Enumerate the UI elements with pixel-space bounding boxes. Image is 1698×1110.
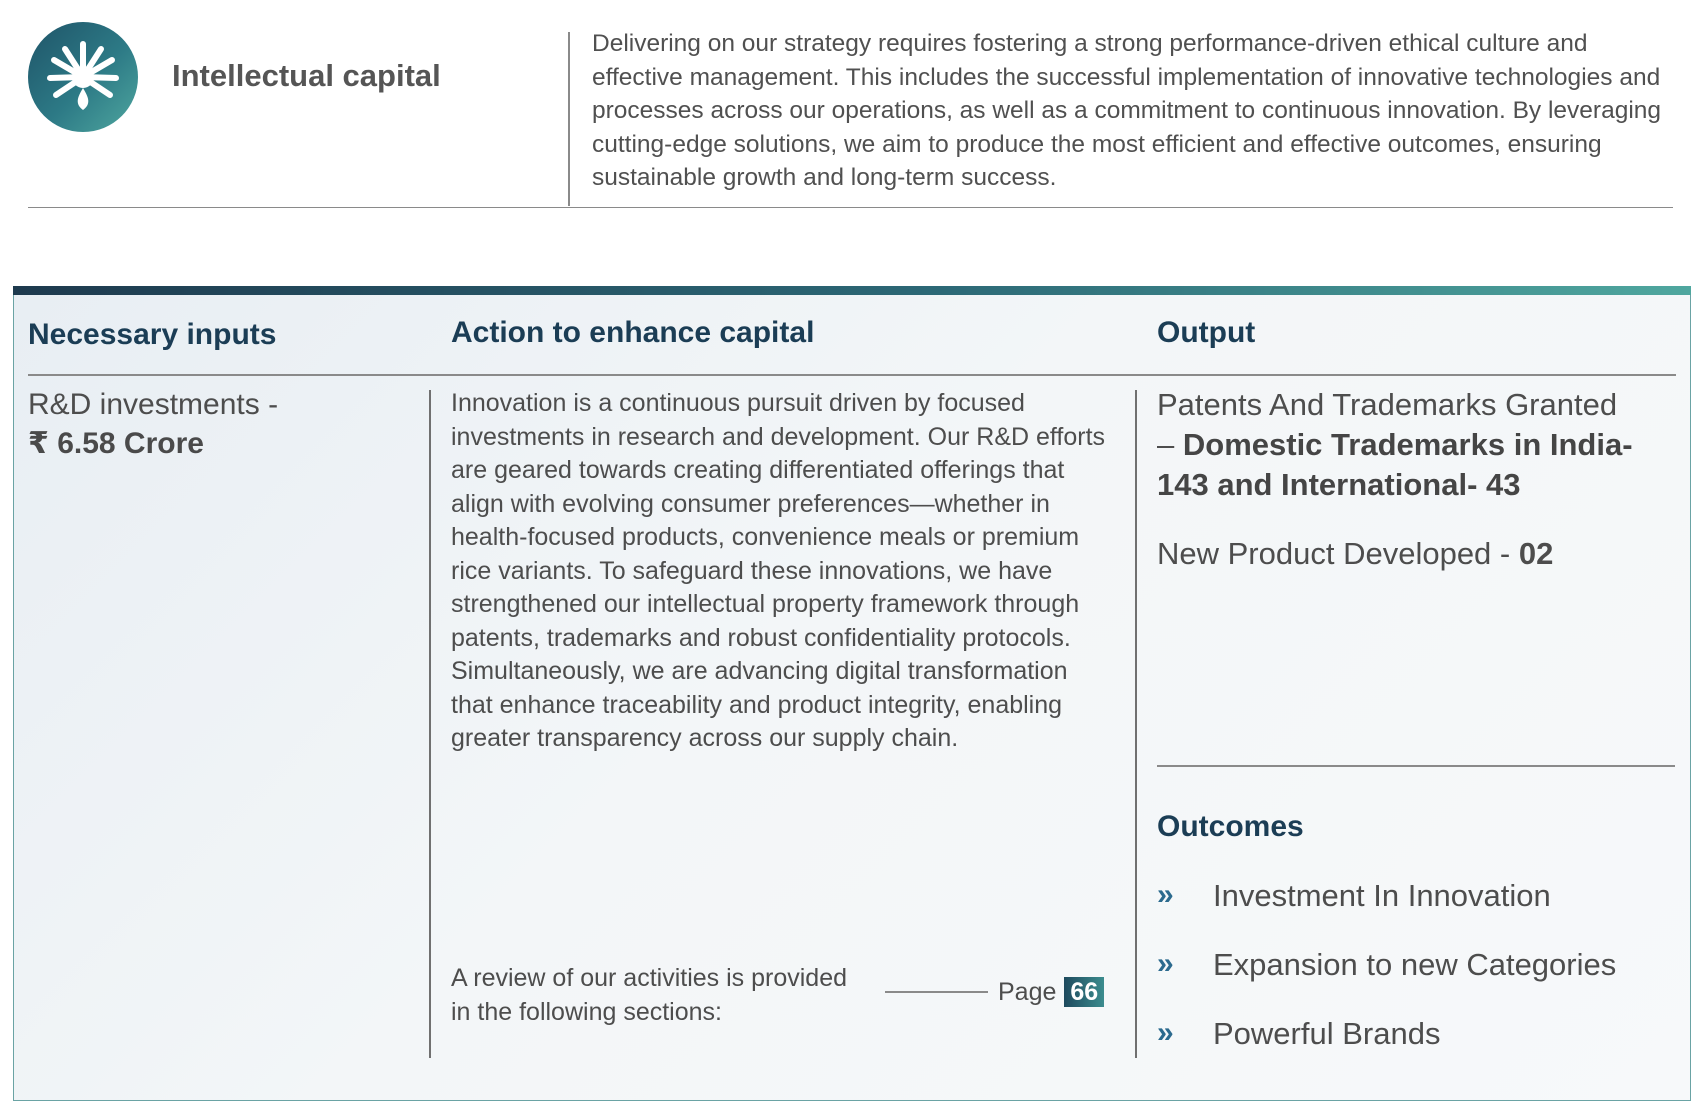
patents-output: Patents And Trademarks Granted – Domesti… — [1157, 385, 1667, 505]
page-label: Page — [998, 977, 1057, 1006]
outcome-text: Expansion to new Categories — [1213, 947, 1617, 982]
chevron-double-right-icon: » — [1157, 878, 1174, 911]
patents-value-line: – Domestic Trademarks in India-143 and I… — [1157, 425, 1667, 505]
patents-value: Domestic Trademarks in India-143 and Int… — [1157, 427, 1633, 502]
capital-panel — [13, 286, 1691, 1101]
column-divider — [429, 390, 431, 1058]
review-note: A review of our activities is provided i… — [451, 964, 848, 1026]
rd-investment-label: R&D investments - — [28, 388, 279, 421]
page-title: Intellectual capital — [172, 58, 441, 93]
patents-dash: – — [1157, 427, 1175, 462]
page-number-badge[interactable]: 66 — [1064, 977, 1105, 1007]
outcome-text: Powerful Brands — [1213, 1016, 1441, 1051]
product-value: 02 — [1518, 536, 1554, 571]
outcome-item: » Powerful Brands — [1157, 1016, 1677, 1056]
burst-drop-icon — [28, 22, 138, 132]
output-divider — [1157, 765, 1675, 767]
header-divider — [568, 32, 570, 206]
outcome-item: » Expansion to new Categories — [1157, 947, 1677, 987]
chevron-double-right-icon: » — [1157, 1016, 1174, 1049]
heading-divider — [28, 374, 1676, 376]
panel-accent-bar — [13, 286, 1691, 295]
column-divider — [1135, 390, 1137, 1058]
inputs-heading: Necessary inputs — [28, 318, 277, 351]
action-heading: Action to enhance capital — [451, 316, 815, 349]
page-leader-line — [885, 991, 988, 993]
patents-label: Patents And Trademarks Granted — [1157, 387, 1618, 422]
section-header: Intellectual capital Delivering on our s… — [28, 0, 1673, 208]
product-output: New Product Developed - 02 — [1157, 534, 1667, 574]
rd-investment-value: ₹ 6.58 Crore — [28, 427, 204, 460]
action-body: Innovation is a continuous pursuit drive… — [451, 389, 1106, 752]
intro-paragraph: Delivering on our strategy requires fost… — [592, 30, 1662, 191]
outcomes-heading: Outcomes — [1157, 810, 1304, 843]
product-label: New Product Developed - — [1157, 536, 1511, 571]
inputs-content: R&D investments - ₹ 6.58 Crore — [28, 385, 388, 463]
page-reference[interactable]: Page 66 — [885, 975, 1105, 1009]
chevron-double-right-icon: » — [1157, 947, 1174, 980]
outcome-item: » Investment In Innovation — [1157, 878, 1677, 918]
outcome-text: Investment In Innovation — [1213, 878, 1551, 913]
output-heading: Output — [1157, 316, 1256, 349]
